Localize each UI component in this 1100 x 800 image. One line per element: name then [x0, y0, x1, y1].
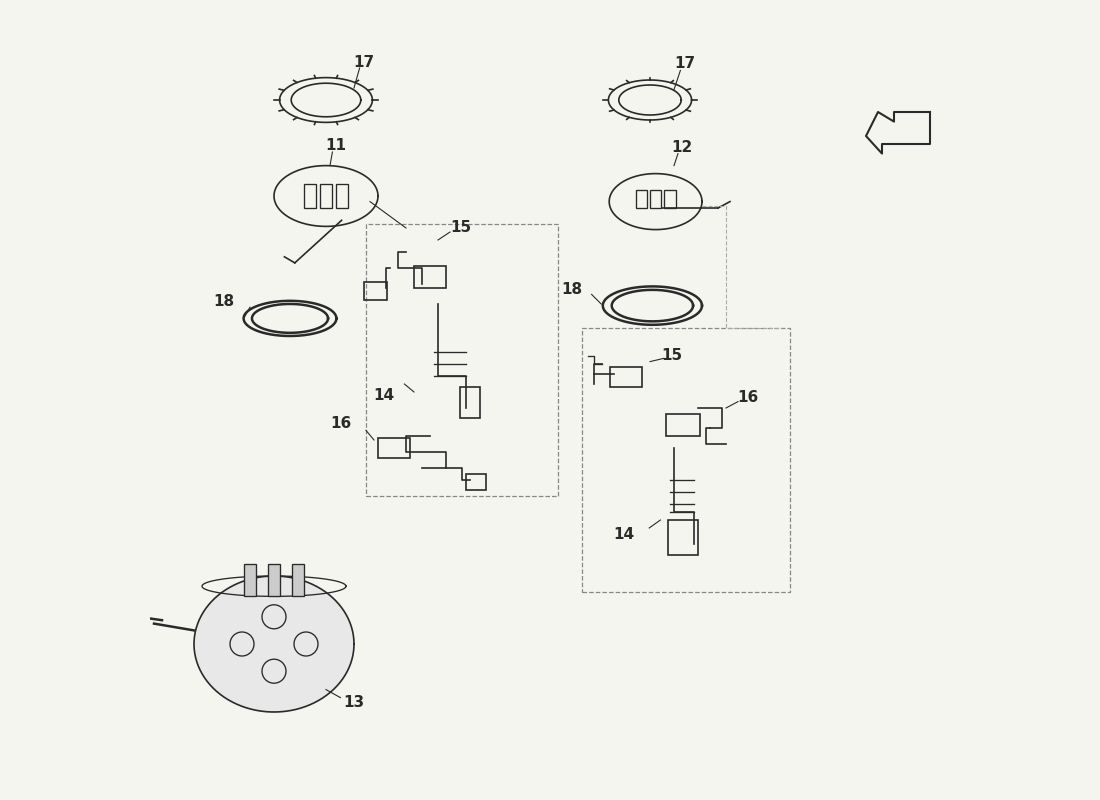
Text: 16: 16: [330, 417, 352, 431]
Bar: [582, 328, 790, 592]
Text: 15: 15: [450, 221, 471, 235]
Text: 14: 14: [613, 527, 634, 542]
Bar: [336, 184, 349, 208]
Bar: [666, 414, 700, 436]
Bar: [664, 190, 675, 208]
Bar: [243, 565, 256, 597]
Bar: [366, 224, 558, 496]
Bar: [466, 474, 486, 490]
Text: 16: 16: [738, 390, 759, 405]
Bar: [610, 367, 642, 387]
Text: 15: 15: [661, 348, 682, 362]
Bar: [364, 282, 387, 300]
Bar: [414, 266, 446, 288]
Text: 17: 17: [353, 55, 374, 70]
Bar: [320, 184, 332, 208]
Bar: [650, 190, 661, 208]
Text: 14: 14: [373, 389, 394, 403]
Text: 13: 13: [343, 695, 364, 710]
Text: 18: 18: [213, 294, 234, 309]
Polygon shape: [194, 576, 354, 712]
Text: 18: 18: [561, 282, 582, 297]
Bar: [668, 520, 698, 555]
Text: 11: 11: [326, 138, 346, 153]
Bar: [636, 190, 647, 208]
Bar: [461, 387, 481, 418]
Bar: [378, 438, 410, 458]
Bar: [304, 184, 317, 208]
Text: 17: 17: [674, 57, 695, 71]
Text: 12: 12: [671, 140, 693, 154]
Bar: [292, 565, 305, 597]
Bar: [267, 565, 280, 597]
